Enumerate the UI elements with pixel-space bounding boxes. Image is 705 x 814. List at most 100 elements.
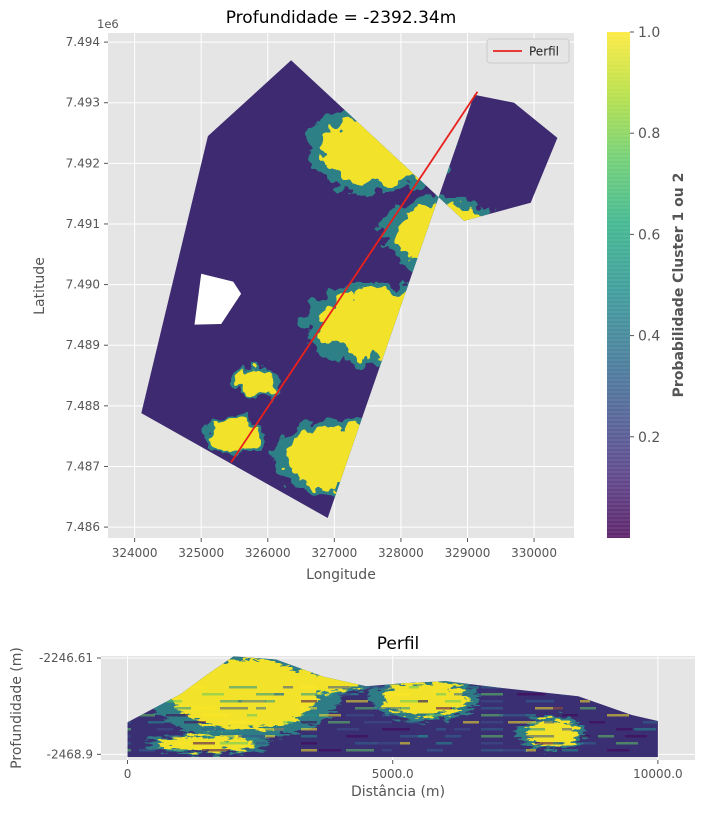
profile-layer-band	[400, 707, 410, 710]
profile-layer-band	[127, 735, 131, 738]
profile-zone-core	[382, 681, 467, 716]
map-y-tick-label: 7.491	[66, 217, 100, 231]
profile-layer-band	[247, 749, 257, 752]
profile-layer-band	[364, 721, 392, 724]
profile-layer-band	[616, 742, 638, 745]
profile-layer-band	[382, 749, 392, 752]
profile-layer-band	[265, 735, 275, 738]
series-line-perfil	[230, 91, 479, 463]
profile-layer-band	[265, 700, 275, 703]
profile-layer-band	[382, 728, 410, 731]
map-y-offset-label: 1e6	[97, 17, 119, 31]
profile-layer-band	[274, 728, 284, 731]
profile-layer-band	[400, 735, 428, 738]
profile-layer-band	[589, 721, 605, 724]
profile-layer-band	[328, 721, 350, 724]
profile-layer-band	[580, 742, 596, 745]
map-y-tick-label: 7.489	[66, 338, 100, 352]
profile-layer-band	[220, 735, 242, 738]
profile-layer-band	[202, 714, 230, 717]
profile-layer-band	[220, 742, 248, 745]
profile-panel: 0 5000.0 10000.0 -2246.61 -2468.9 Perfil Di…	[9, 634, 695, 800]
profile-layer-band	[256, 707, 266, 710]
profile-layer-band	[481, 707, 503, 710]
map-y-axis-label: Latitude	[32, 257, 48, 315]
profile-x-tick-labels: 0 5000.0 10000.0	[124, 760, 683, 781]
map-x-tick-label: 330000	[511, 546, 557, 560]
profile-layer-band	[562, 728, 572, 731]
profile-layer-band	[283, 686, 293, 689]
profile-layer-band	[274, 693, 284, 696]
map-y-tick-label: 7.490	[66, 278, 100, 292]
legend-box	[486, 38, 570, 64]
profile-layer-band	[499, 714, 527, 717]
colorbar-label: Probabilidade Cluster 1 ou 2	[671, 173, 687, 398]
profile-layer-band	[526, 700, 554, 703]
profile-layer-band	[382, 714, 392, 717]
profile-layer-band	[616, 728, 632, 731]
profile-layer-band	[184, 686, 206, 689]
profile-layer-band	[166, 749, 188, 752]
colorbar-gradient	[607, 32, 630, 538]
map-x-tick-label: 329000	[445, 546, 491, 560]
profile-layer-band	[202, 693, 224, 696]
profile-layer-band	[256, 693, 284, 696]
profile-layer-band	[346, 749, 374, 752]
colorbar-tick-label: 0.4	[638, 329, 660, 345]
profile-layer-band	[499, 749, 527, 752]
profile-layer-band	[517, 728, 545, 731]
profile-layer-band	[193, 742, 215, 745]
profile-layer-band	[409, 686, 419, 689]
profile-layer-band	[535, 707, 563, 710]
map-y-tick-label: 7.492	[66, 156, 100, 170]
profile-layer-band	[400, 742, 410, 745]
profile-layer-band	[436, 693, 446, 696]
profile-layer-band	[580, 735, 590, 738]
map-x-tick-label: 327000	[311, 546, 357, 560]
profile-layer-band	[454, 728, 470, 731]
profile-layer-band	[418, 735, 428, 738]
colorbar-tick-label: 0.2	[638, 430, 660, 446]
profile-layer-band	[301, 700, 317, 703]
profile-x-axis-label: Distância (m)	[351, 784, 445, 800]
profile-layer-band	[301, 707, 317, 710]
map-x-axis-label: Longitude	[306, 567, 376, 583]
profile-layer-band	[301, 728, 317, 731]
profile-layer-band	[544, 721, 554, 724]
profile-layer-band	[562, 749, 578, 752]
map-x-tick-label: 325000	[178, 546, 224, 560]
profile-layer-band	[139, 714, 155, 717]
profile-layer-band	[427, 749, 443, 752]
profile-layer-band	[607, 749, 629, 752]
profile-layer-band	[607, 714, 629, 717]
profile-layer-band	[481, 749, 503, 752]
map-x-tick-label: 324000	[112, 546, 158, 560]
profile-layer-band	[301, 686, 317, 689]
profile-layer-band	[166, 700, 182, 703]
profile-layer-band	[373, 742, 401, 745]
profile-layer-band	[346, 714, 374, 717]
profile-layer-band	[238, 735, 266, 738]
profile-layer-band	[166, 735, 182, 738]
map-y-tick-label: 7.486	[66, 520, 100, 534]
profile-layer-band	[481, 693, 503, 696]
profile-layer-band	[535, 742, 563, 745]
colorbar-stripes	[607, 31, 630, 537]
profile-zone-core	[525, 720, 579, 747]
map-zone-core	[211, 420, 258, 452]
profile-x-tick-label: 10000.0	[633, 767, 683, 781]
profile-layer-band	[481, 742, 503, 745]
profile-zone-core	[169, 659, 319, 729]
colorbar-tick-label: 0.6	[638, 227, 660, 243]
colorbar: 0.2 0.4 0.6 0.8 1.0 Probabilidade Cluster 1 …	[607, 25, 687, 538]
map-y-tick-label: 7.493	[66, 96, 100, 110]
profile-layer-band	[202, 749, 230, 752]
profile-layer-band	[247, 714, 257, 717]
profile-x-tick-label: 0	[124, 767, 132, 781]
profile-layer-band	[382, 693, 410, 696]
map-panel: 324000 325000 326000 327000 328000 329000 3300…	[32, 8, 574, 583]
profile-layer-band	[229, 721, 257, 724]
legend-label-perfil: Perfil	[529, 45, 559, 59]
profile-section	[127, 656, 658, 757]
